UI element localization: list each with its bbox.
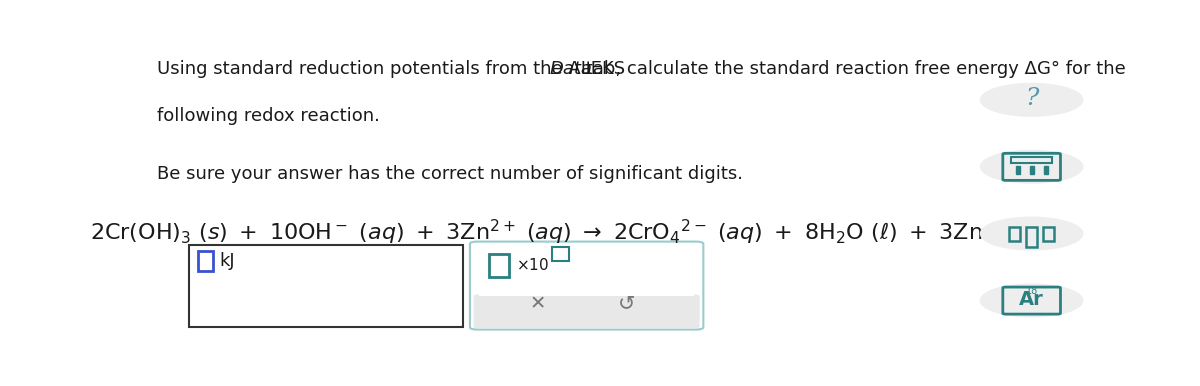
Text: Data: Data	[550, 60, 593, 78]
Circle shape	[980, 83, 1082, 116]
FancyBboxPatch shape	[470, 242, 703, 330]
Text: 18: 18	[1026, 286, 1038, 296]
Bar	[198, 251, 214, 271]
Text: kJ: kJ	[220, 252, 235, 270]
Text: Ar: Ar	[1019, 290, 1044, 309]
Text: ✕: ✕	[529, 294, 546, 313]
Text: Be sure your answer has the correct number of significant digits.: Be sure your answer has the correct numb…	[157, 165, 744, 183]
Bar	[1012, 157, 1052, 163]
Text: ?: ?	[1025, 87, 1038, 110]
Bar	[552, 247, 569, 261]
Circle shape	[980, 284, 1082, 317]
Circle shape	[980, 150, 1082, 183]
Bar	[1026, 227, 1037, 247]
Text: Using standard reduction potentials from the ALEKS: Using standard reduction potentials from…	[157, 60, 631, 78]
Circle shape	[980, 217, 1082, 250]
FancyBboxPatch shape	[474, 295, 700, 328]
Bar	[1043, 227, 1054, 241]
Text: $2\mathrm{Cr(OH)_3}\ \mathit{(s)}\ +\ 10\mathrm{OH}^-\ \mathit{(aq)}\ +\ 3\mathr: $2\mathrm{Cr(OH)_3}\ \mathit{(s)}\ +\ 10…	[90, 217, 1019, 247]
Text: $\times$10: $\times$10	[516, 257, 550, 273]
Bar	[488, 254, 509, 277]
Text: following redox reaction.: following redox reaction.	[157, 107, 380, 125]
Text: tab, calculate the standard reaction free energy ΔG° for the: tab, calculate the standard reaction fre…	[580, 60, 1126, 78]
Bar	[1009, 227, 1020, 241]
Text: ↺: ↺	[618, 293, 635, 313]
